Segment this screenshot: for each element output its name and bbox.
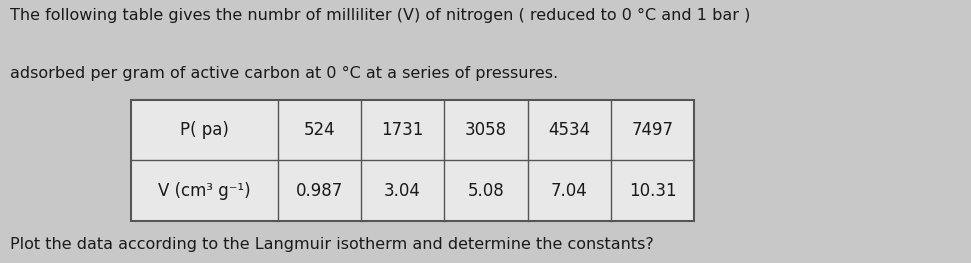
FancyBboxPatch shape (131, 100, 694, 221)
Text: 5.08: 5.08 (467, 182, 504, 200)
Text: adsorbed per gram of active carbon at 0 °C at a series of pressures.: adsorbed per gram of active carbon at 0 … (10, 66, 557, 81)
Text: 10.31: 10.31 (629, 182, 677, 200)
Text: 7.04: 7.04 (551, 182, 587, 200)
Text: The following table gives the numbr of milliliter (V) of nitrogen ( reduced to 0: The following table gives the numbr of m… (10, 8, 750, 23)
Text: 7497: 7497 (631, 121, 674, 139)
Text: 4534: 4534 (549, 121, 590, 139)
Text: Plot the data according to the Langmuir isotherm and determine the constants?: Plot the data according to the Langmuir … (10, 237, 653, 252)
Text: 524: 524 (303, 121, 335, 139)
Text: 3058: 3058 (465, 121, 507, 139)
Text: V (cm³ g⁻¹): V (cm³ g⁻¹) (158, 182, 251, 200)
Text: 3.04: 3.04 (385, 182, 421, 200)
Text: P( pa): P( pa) (180, 121, 229, 139)
Text: 0.987: 0.987 (295, 182, 343, 200)
Text: 1731: 1731 (382, 121, 423, 139)
